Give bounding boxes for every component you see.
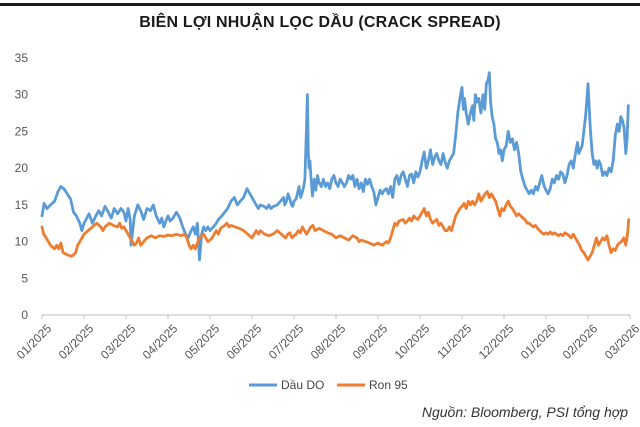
chart-series: [40, 71, 631, 262]
x-tick-label: 09/2025: [350, 321, 391, 362]
x-tick-label: 06/2025: [224, 321, 265, 362]
x-tick-label: 12/2025: [476, 321, 517, 362]
top-rule: [0, 3, 640, 6]
x-tick-label: 02/2025: [56, 321, 97, 362]
x-tick-label: 08/2025: [308, 321, 349, 362]
x-tick-label: 07/2025: [266, 321, 307, 362]
series-line-ron-95: [40, 190, 631, 262]
x-tick-label: 11/2025: [434, 321, 474, 361]
legend-label: Dầu DO: [281, 378, 324, 392]
series-line-dau-do: [40, 71, 630, 262]
y-tick-label: 10: [15, 235, 29, 249]
x-tick-label: 10/2025: [392, 321, 433, 362]
y-tick-label: 30: [15, 88, 29, 102]
x-tick-label: 02/2026: [560, 321, 601, 362]
chart-title: BIÊN LỢI NHUẬN LỌC DẦU (CRACK SPREAD): [139, 14, 501, 31]
legend-label: Ron 95: [369, 378, 408, 392]
y-tick-label: 25: [15, 124, 29, 138]
y-tick-label: 20: [15, 161, 29, 175]
y-tick-label: 35: [15, 51, 29, 65]
source-note: Nguồn: Bloomberg, PSI tổng hợp: [421, 404, 628, 420]
chart-legend: Dầu DO Ron 95: [249, 378, 408, 392]
x-tick-label: 05/2025: [182, 321, 223, 362]
x-tick-label: 01/2026: [518, 321, 559, 362]
x-tick-label: 04/2025: [140, 321, 181, 362]
y-tick-label: 15: [15, 198, 29, 212]
y-tick-label: 5: [21, 271, 28, 285]
x-tick-label: 01/2025: [14, 321, 55, 362]
x-tick-label: 03/2026: [602, 321, 640, 362]
y-tick-label: 0: [21, 308, 28, 322]
x-tick-label: 03/2025: [98, 321, 139, 362]
chart-axes: 0 5 10 15 20 25 30 35 01/2025 02/2025 03/2025 04/20…: [14, 51, 640, 362]
